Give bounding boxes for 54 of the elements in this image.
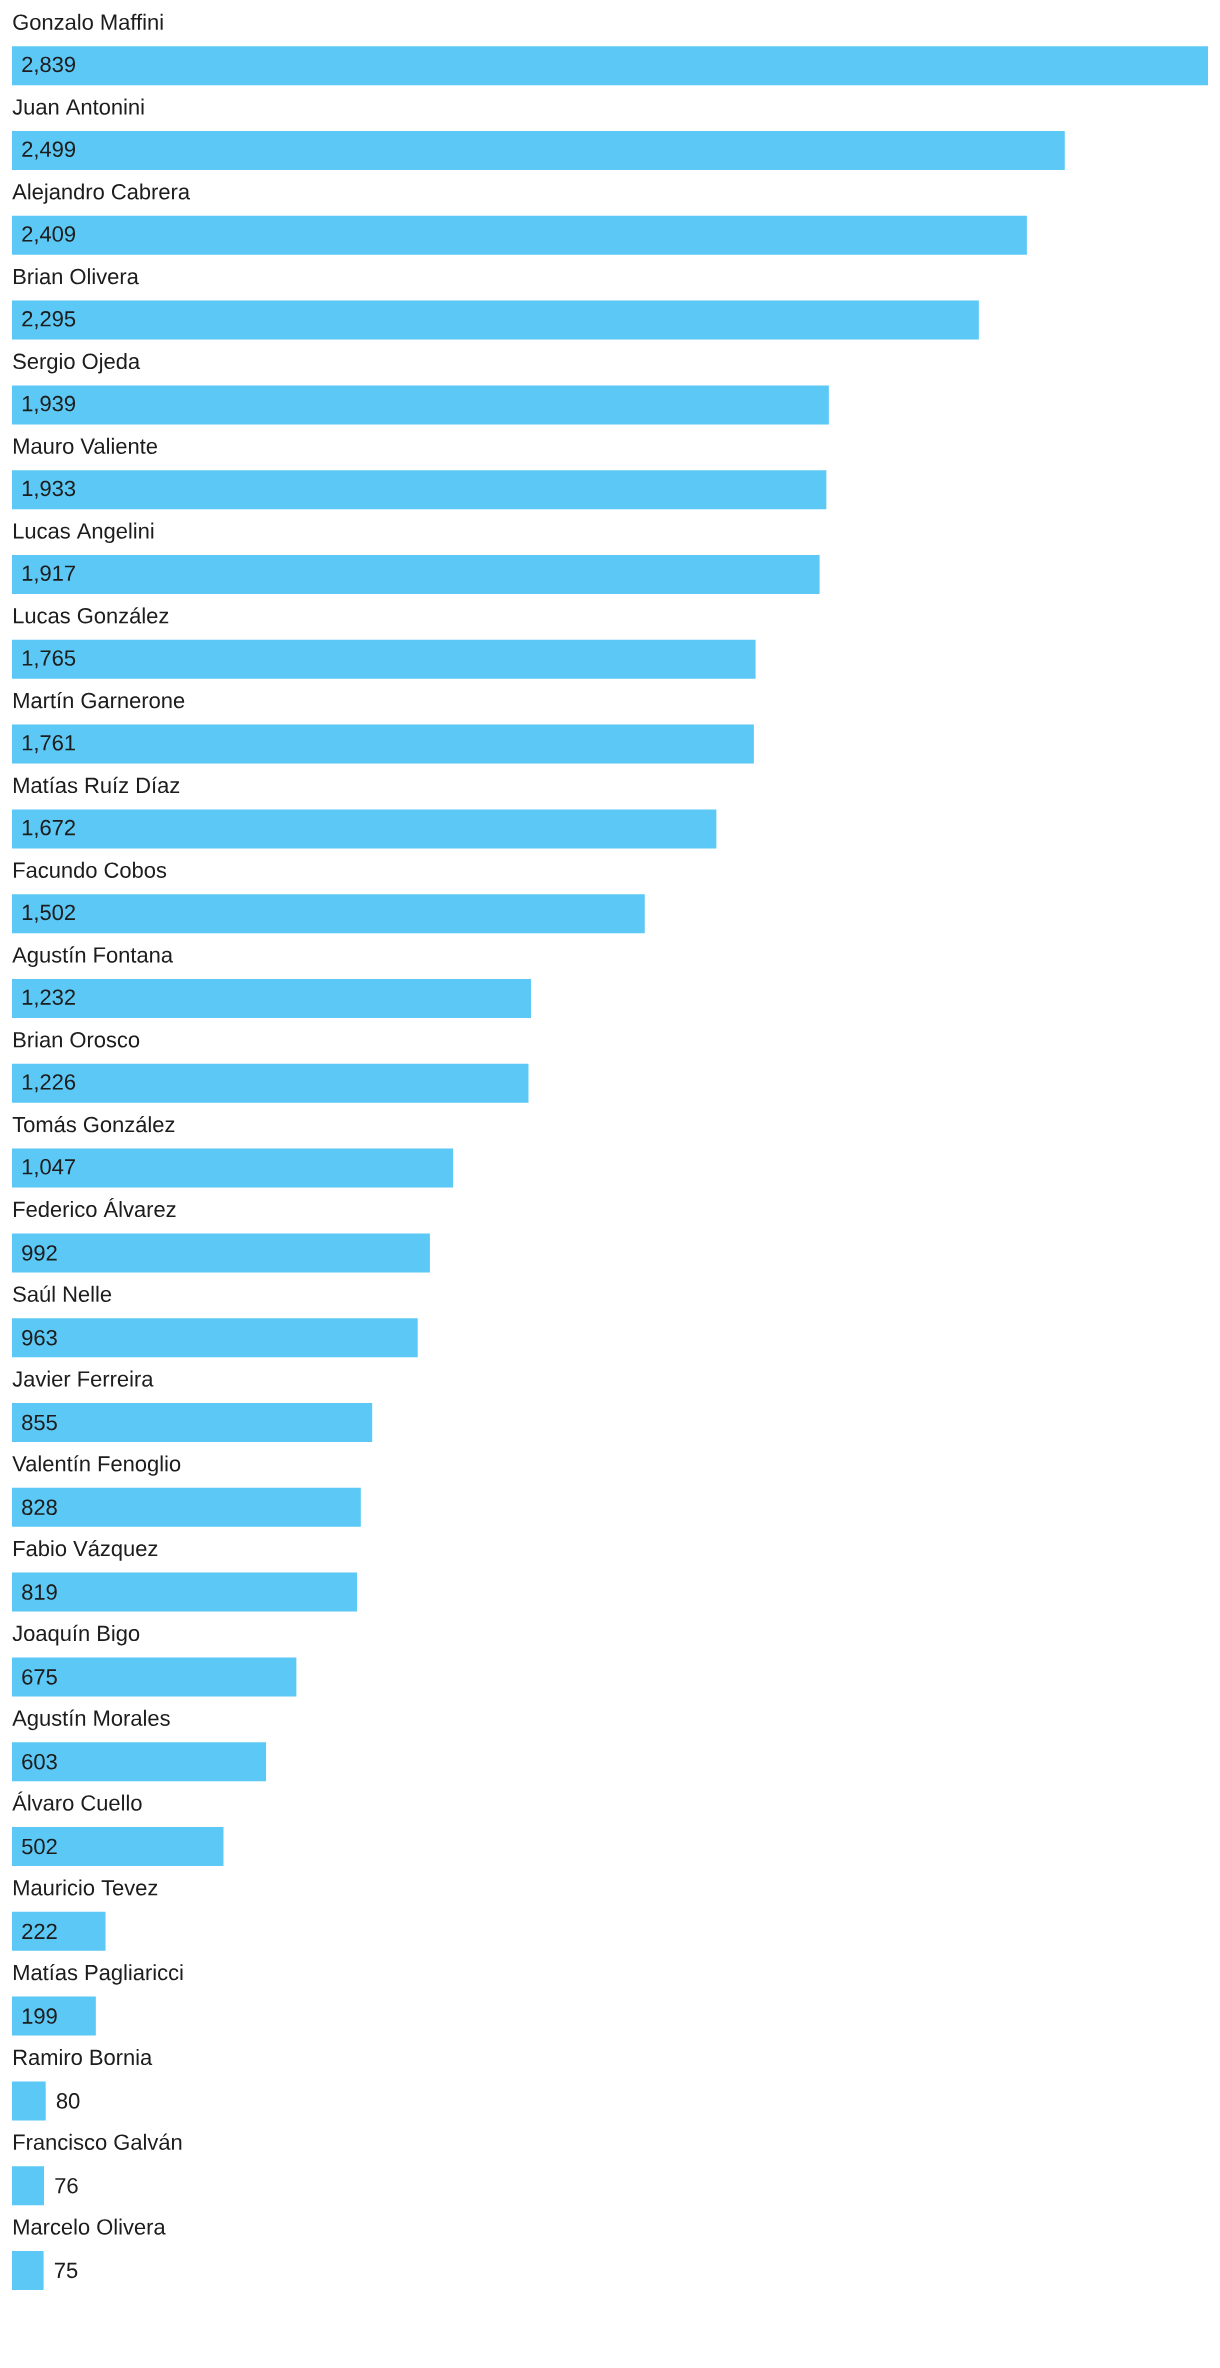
y-tick-label: Saúl Nelle xyxy=(13,1285,112,1302)
y-tick-label: Martín Garnerone xyxy=(14,691,185,709)
y-tick-label: Ramiro Bornia xyxy=(14,2049,153,2066)
data-label: 675 xyxy=(22,1669,57,1685)
y-tick-label: Lucas Angelini xyxy=(14,522,154,544)
y-tick-label: Alejandro Cabrera xyxy=(12,183,191,204)
data-label: 819 xyxy=(22,1584,57,1600)
data-label: 502 xyxy=(22,1838,57,1855)
y-tick-label: Gonzalo Maffini xyxy=(13,13,163,30)
y-tick-label: Mauro Valiente xyxy=(14,437,158,454)
data-label: 855 xyxy=(22,1414,57,1431)
data-label: 1,761 xyxy=(22,735,75,754)
y-tick-label: Mauricio Tevez xyxy=(14,1879,158,1896)
data-label: 1,502 xyxy=(22,904,75,923)
y-tick-label: Federico Álvarez xyxy=(14,1197,176,1218)
data-label: 1,765 xyxy=(22,650,76,669)
data-label: 963 xyxy=(22,1329,57,1346)
y-tick-label: Facundo Cobos xyxy=(14,861,167,878)
y-tick-label: Matías Ruíz Díaz xyxy=(14,776,180,794)
data-label: 1,939 xyxy=(22,395,76,414)
data-label: 1,047 xyxy=(22,1159,75,1178)
y-tick-label: Juan Antonini xyxy=(12,98,144,115)
data-label: 1,232 xyxy=(22,989,75,1008)
y-tick-label: Brian Orosco xyxy=(14,1031,140,1048)
data-label: 2,409 xyxy=(22,226,76,245)
data-label: 75 xyxy=(54,2262,78,2279)
y-tick-label: Brian Olivera xyxy=(14,268,139,285)
y-tick-label: Agustín Fontana xyxy=(12,946,174,968)
data-label: 76 xyxy=(55,2177,78,2194)
data-label: 80 xyxy=(56,2093,80,2109)
y-tick-label: Agustín Morales xyxy=(12,1709,170,1731)
y-tick-label: Tomás González xyxy=(12,1115,175,1133)
data-label: 2,839 xyxy=(22,56,76,75)
y-tick-label: Sergio Ojeda xyxy=(13,353,141,374)
data-label: 1,226 xyxy=(22,1074,76,1093)
data-label: 603 xyxy=(22,1753,57,1770)
data-label: 1,917 xyxy=(22,565,75,584)
data-label: 199 xyxy=(22,2008,57,2024)
y-tick-label: Lucas González xyxy=(14,607,169,624)
y-tick-label: Matías Pagliaricci xyxy=(14,1963,183,1985)
y-tick-label: Joaquín Bigo xyxy=(12,1624,140,1646)
data-label: 828 xyxy=(22,1499,57,1516)
y-tick-label: Javier Ferreira xyxy=(12,1370,154,1387)
y-tick-label: Valentín Fenoglio xyxy=(12,1455,181,1476)
y-tick-label: Marcelo Olivera xyxy=(14,2218,166,2235)
y-tick-label: Álvaro Cuello xyxy=(12,1791,142,1811)
y-tick-label: Francisco Galván xyxy=(14,2133,182,2150)
data-label: 2,295 xyxy=(22,311,76,330)
data-label: 2,499 xyxy=(22,141,76,160)
data-label: 222 xyxy=(22,1923,57,1939)
y-tick-label: Fabio Vázquez xyxy=(14,1539,158,1561)
data-label: 1,672 xyxy=(22,819,75,838)
data-label: 992 xyxy=(22,1245,57,1261)
data-label: 1,933 xyxy=(22,480,76,499)
